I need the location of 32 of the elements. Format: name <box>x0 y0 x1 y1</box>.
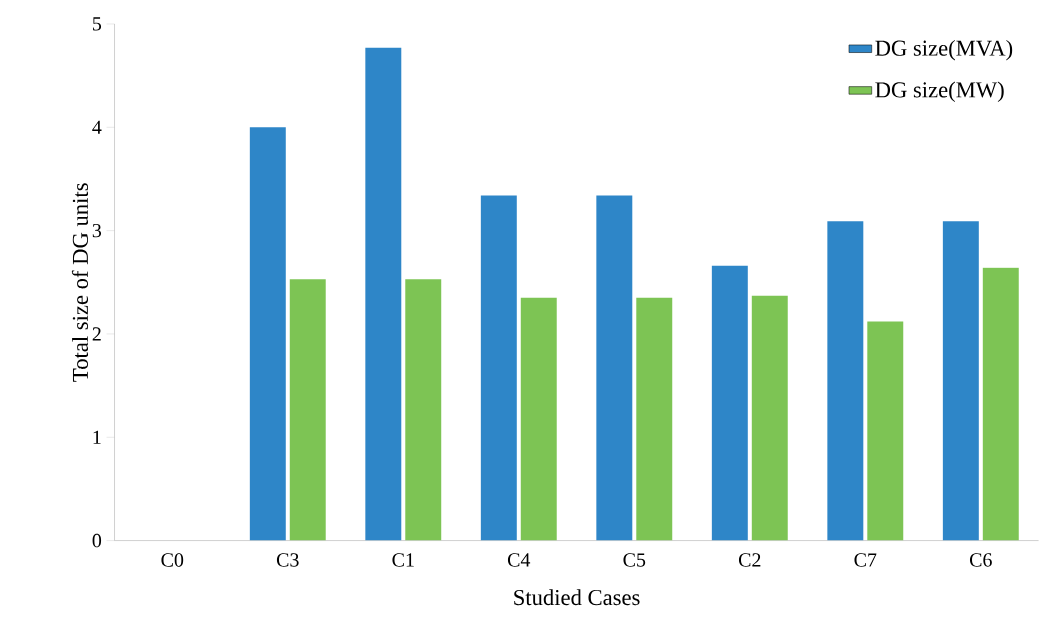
y-axis-title: Total size of DG units <box>71 183 89 382</box>
x-tick-label: C0 <box>161 553 184 567</box>
x-tick-label: C3 <box>276 553 299 567</box>
x-tick-label: C4 <box>507 553 531 567</box>
bar <box>751 295 788 541</box>
x-tick-label: C5 <box>623 553 646 567</box>
legend-label: DG size(MVA) <box>875 39 1013 61</box>
y-tick-label: 1 <box>93 430 101 444</box>
bar <box>711 265 748 541</box>
bar <box>249 127 286 541</box>
y-tick-label: 3 <box>92 223 102 238</box>
bar <box>942 221 979 541</box>
x-tick-label: C1 <box>392 553 414 567</box>
bar <box>867 321 904 541</box>
y-tick-label: 0 <box>92 533 102 548</box>
bar <box>520 297 557 541</box>
x-tick-label: C6 <box>969 553 992 567</box>
bar <box>982 267 1019 541</box>
bar <box>365 47 402 541</box>
bar <box>596 195 633 541</box>
bar <box>289 279 326 541</box>
y-tick-label: 5 <box>93 17 102 31</box>
y-tick-label: 4 <box>92 120 102 134</box>
bar <box>827 221 864 541</box>
bar <box>480 195 517 541</box>
x-tick-label: C2 <box>738 553 761 567</box>
bar <box>636 297 673 541</box>
y-tick-label: 2 <box>92 327 101 341</box>
x-axis-title: Studied Cases <box>514 589 640 606</box>
x-tick-label: C7 <box>854 553 877 567</box>
legend-label: DG size(MW) <box>875 81 1004 103</box>
bar <box>405 279 442 541</box>
